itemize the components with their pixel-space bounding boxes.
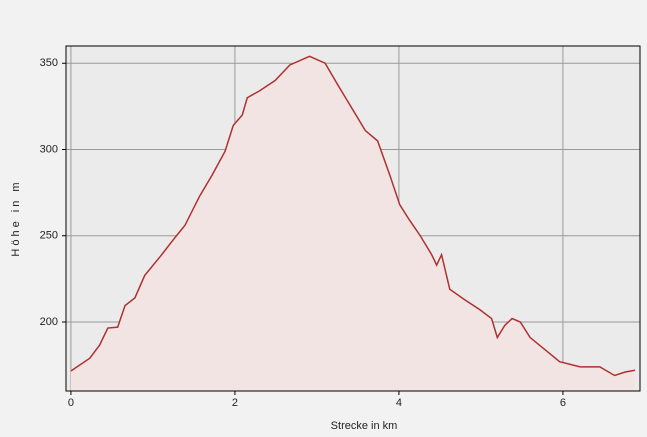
y-tick-label: 350	[40, 57, 58, 69]
area-fill	[70, 56, 636, 391]
line	[70, 55, 636, 377]
x-tick-label: 4	[396, 397, 402, 409]
plot-frame	[65, 45, 641, 392]
x-tick-label: 6	[560, 397, 566, 409]
y-tick-label: 200	[40, 316, 58, 328]
y-axis-label: Höhe in m	[10, 179, 22, 256]
x-tick-label: 2	[232, 397, 238, 409]
x-tick-label: 0	[68, 397, 74, 409]
x-axis-label: Strecke in km	[331, 420, 398, 432]
y-tick-label: 300	[40, 143, 58, 155]
y-tick-label: 250	[40, 230, 58, 242]
